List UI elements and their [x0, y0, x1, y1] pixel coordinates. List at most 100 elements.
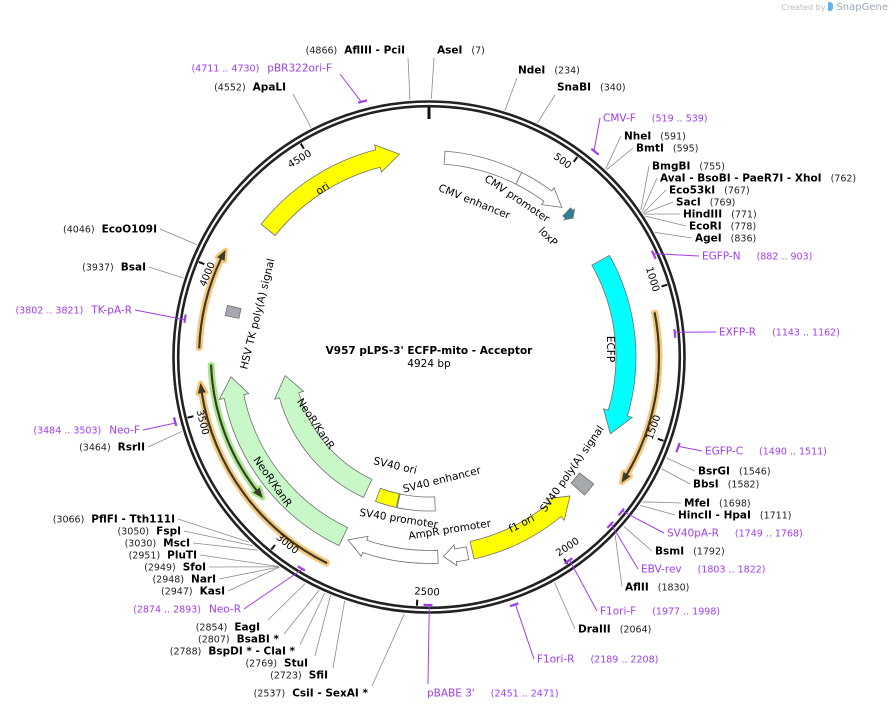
enzyme-site-label[interactable]: (3050) FspI: [118, 524, 181, 539]
enzyme-site-label[interactable]: HindIII (771): [683, 207, 757, 222]
primer-connector-line: [134, 309, 185, 321]
enzyme-position: (1711): [759, 510, 792, 522]
enzyme-connector-line: [641, 177, 658, 212]
feature-f1-ori: [469, 495, 571, 560]
enzyme-name: BsaI: [120, 261, 146, 274]
enzyme-site-label[interactable]: DraIII (2064): [578, 622, 651, 637]
enzyme-connector-line: [192, 542, 258, 551]
primer-name: EBV-rev: [641, 563, 682, 576]
primer-label[interactable]: F1ori-R (2189 .. 2208): [537, 652, 658, 667]
enzyme-site-label[interactable]: MfeI (1698): [684, 496, 751, 511]
enzyme-site-label[interactable]: AgeI (836): [695, 231, 756, 246]
enzyme-position: (2951): [128, 550, 161, 562]
primer-connector-line: [142, 422, 176, 431]
enzyme-site-label[interactable]: (4866) AflIII - PciI: [306, 43, 405, 58]
enzyme-position: (2948): [152, 574, 185, 586]
primer-label[interactable]: EXFP-R (1143 .. 1162): [719, 325, 840, 340]
enzyme-site-label[interactable]: (3937) BsaI: [82, 260, 146, 275]
enzyme-connector-line: [554, 582, 576, 630]
primer-binding-mark: [606, 520, 614, 529]
primer-label[interactable]: CMV-F (519 .. 539): [603, 111, 708, 126]
primer-connector-line: [339, 73, 362, 103]
primer-label[interactable]: pBABE 3' (2451 .. 2471): [427, 686, 559, 701]
enzyme-position: (767): [724, 185, 750, 197]
enzyme-site-label[interactable]: (2948) NarI: [152, 572, 216, 587]
primer-label[interactable]: (4711 .. 4730) pBR322ori-F: [191, 61, 332, 76]
watermark-brand: SnapGene: [836, 2, 888, 13]
primer-label[interactable]: F1ori-F (1977 .. 1998): [600, 604, 720, 619]
enzyme-site-label[interactable]: AvaI - BsoBI - PaeR7I - XhoI (762): [660, 171, 856, 186]
enzyme-connector-line: [654, 232, 693, 239]
enzyme-position: (1582): [727, 479, 760, 491]
enzyme-site-label[interactable]: BmtI (595): [636, 141, 698, 156]
primer-binding-mark: [172, 417, 178, 427]
enzyme-connector-line: [407, 57, 411, 100]
enzyme-name: BspDI * - ClaI *: [208, 645, 295, 658]
enzyme-site-label[interactable]: (2723) SfiI: [270, 668, 328, 683]
enzyme-connector-line: [227, 566, 280, 592]
enzyme-site-label[interactable]: (2537) CsiI - SexAI *: [254, 686, 368, 701]
enzyme-position: (836): [730, 233, 757, 245]
enzyme-position: (2807): [198, 634, 230, 646]
enzyme-site-label[interactable]: BmgBI (755): [652, 159, 725, 174]
enzyme-site-label[interactable]: AflII (1830): [625, 580, 689, 595]
enzyme-name: Eco53kI: [669, 184, 716, 197]
enzyme-site-label[interactable]: AseI (7): [437, 43, 485, 58]
enzyme-site-label[interactable]: (4552) ApaLI: [214, 80, 286, 95]
plasmid-title: V957 pLPS-3' ECFP-mito - Acceptor: [325, 345, 533, 357]
enzyme-site-label[interactable]: (4046) EcoO109I: [63, 222, 157, 237]
enzyme-name: HincII - HpaI: [678, 509, 751, 522]
enzyme-connector-line: [332, 600, 346, 669]
primer-label[interactable]: (2874 .. 2893) Neo-R: [133, 602, 241, 617]
enzyme-site-label[interactable]: (3066) PflFI - Tth111I: [53, 512, 175, 527]
primer-range: (3802 .. 3821): [15, 305, 84, 317]
enzyme-site-label[interactable]: EcoRI (778): [689, 219, 756, 234]
enzyme-site-label[interactable]: (3464) RsrII: [79, 440, 145, 455]
primer-binding-mark: [564, 557, 573, 565]
primer-range: (1143 .. 1162): [772, 327, 840, 339]
primer-binding-mark: [650, 250, 657, 260]
enzyme-site-label[interactable]: Eco53kI (767): [669, 183, 750, 198]
enzyme-site-label[interactable]: (3030) MscI: [125, 536, 190, 551]
enzyme-site-label[interactable]: SnaBI (340): [557, 80, 626, 95]
enzyme-connector-line: [642, 189, 667, 214]
primer-label[interactable]: SV40pA-R (1749 .. 1768): [667, 526, 803, 541]
enzyme-site-label[interactable]: (2949) SfoI: [144, 560, 206, 575]
enzyme-connector-line: [642, 501, 682, 504]
primer-label[interactable]: EBV-rev (1803 .. 1822): [641, 562, 766, 577]
enzyme-site-label[interactable]: BbsI (1582): [693, 477, 759, 492]
enzyme-name: NarI: [191, 573, 216, 586]
enzyme-name: ApaLI: [252, 81, 286, 94]
enzyme-connector-line: [623, 526, 653, 552]
primer-binding-mark: [297, 565, 306, 572]
enzyme-site-label[interactable]: SacI (769): [676, 195, 735, 210]
enzyme-connector-line: [537, 94, 556, 124]
enzyme-site-label[interactable]: BsmI (1792): [655, 544, 725, 559]
enzyme-site-label[interactable]: NheI (591): [624, 129, 686, 144]
enzyme-site-label[interactable]: (2951) PluTI: [129, 548, 197, 563]
primer-name: pBABE 3': [427, 687, 475, 700]
enzyme-site-label[interactable]: HincII - HpaI (1711): [678, 508, 791, 523]
primer-label[interactable]: (3484 .. 3503) Neo-F: [33, 423, 140, 438]
enzyme-site-label[interactable]: (2854) EagI: [196, 620, 260, 635]
primer-name: EGFP-N: [702, 250, 741, 263]
enzyme-name: PluTI: [167, 549, 197, 562]
snapgene-logo-icon: [828, 2, 834, 11]
primer-label[interactable]: EGFP-N (882 .. 903): [702, 249, 812, 264]
enzyme-position: (4552): [214, 82, 246, 94]
enzyme-site-label[interactable]: (2947) KasI: [161, 584, 225, 599]
primer-name: TK-pA-R: [91, 304, 132, 317]
enzyme-position: (3030): [124, 538, 157, 550]
enzyme-site-label[interactable]: (2769) StuI: [245, 656, 308, 671]
enzyme-site-label[interactable]: (2807) BsaBI *: [198, 632, 279, 647]
enzyme-site-label[interactable]: NdeI (234): [518, 63, 580, 78]
primer-label[interactable]: (3802 .. 3821) TK-pA-R: [15, 303, 132, 318]
enzyme-site-label[interactable]: (2788) BspDI * - ClaI *: [170, 644, 295, 659]
primer-binding-mark: [673, 329, 677, 338]
primer-range: (519 .. 539): [651, 113, 708, 125]
enzyme-name: SfoI: [182, 561, 206, 574]
enzyme-name: AflII: [625, 581, 649, 594]
primer-label[interactable]: EGFP-C (1490 .. 1511): [705, 444, 827, 459]
primer-name: EXFP-R: [719, 326, 757, 339]
enzyme-site-label[interactable]: BsrGI (1546): [698, 464, 771, 479]
